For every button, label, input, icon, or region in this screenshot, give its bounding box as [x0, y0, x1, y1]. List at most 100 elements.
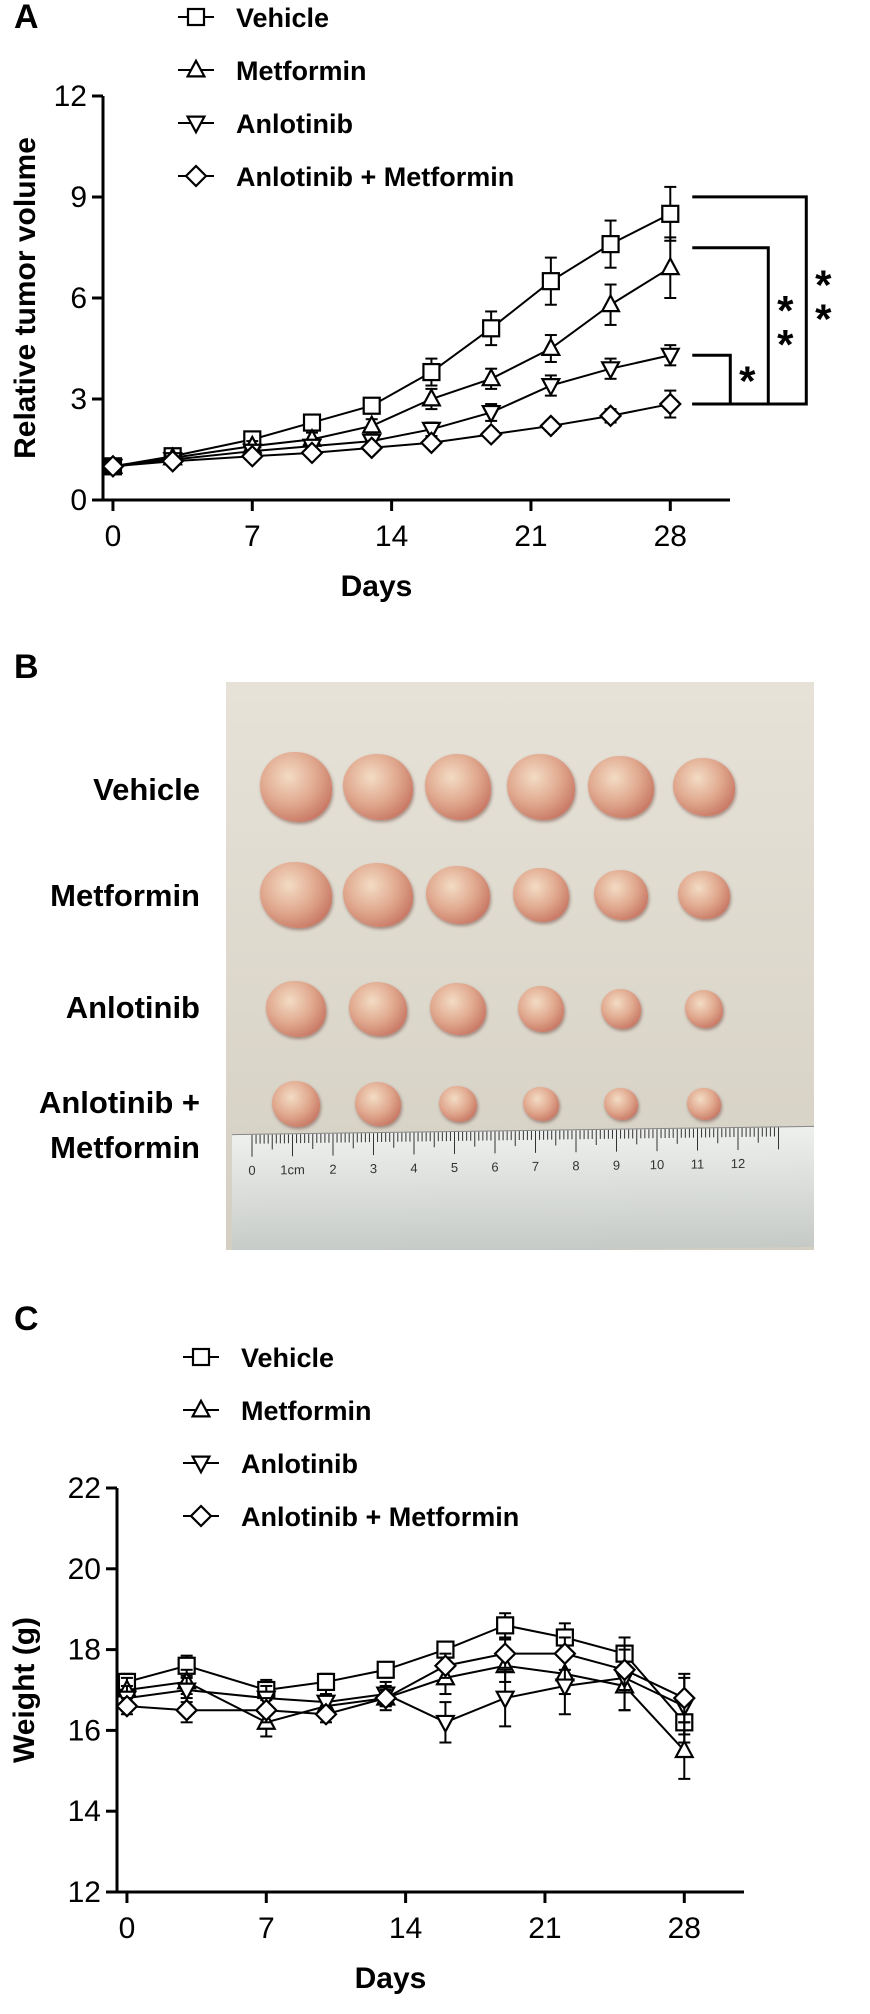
legend-label: Anlotinib — [236, 109, 353, 139]
ruler-label: 4 — [410, 1160, 417, 1175]
ruler-scale: 0 1cm 2 3 4 5 6 7 8 9 10 11 12 — [248, 1127, 779, 1178]
data-point — [360, 436, 384, 460]
legend-marker — [185, 115, 207, 135]
data-point — [480, 367, 502, 387]
ruler-label: 1cm — [280, 1162, 305, 1177]
data-point — [361, 414, 382, 434]
panel-c-letter: C — [14, 1300, 39, 1338]
significance-mark: * — [815, 295, 832, 342]
tumor-specimen — [523, 1087, 559, 1121]
ruler-label: 8 — [572, 1158, 579, 1173]
legend-label: Metformin — [236, 56, 367, 86]
photo-row-label-combo-line1: Anlotinib + — [38, 1085, 200, 1120]
series-line — [126, 1624, 686, 1723]
tumor-specimen — [518, 986, 564, 1032]
data-point — [161, 449, 185, 473]
x-tick-label: 21 — [514, 520, 547, 553]
ruler-label: 11 — [691, 1156, 704, 1171]
y-axis-label: Weight (g) — [8, 1617, 41, 1763]
tumor-specimen — [588, 756, 654, 818]
tumor-specimen — [673, 758, 735, 816]
legend-label: Metformin — [241, 1396, 372, 1426]
y-tick-label: 9 — [70, 181, 87, 214]
significance-mark: * — [777, 321, 794, 368]
photo-row-label-combo-line2: Metformin — [50, 1130, 200, 1165]
tumor-specimen — [678, 871, 730, 919]
ruler-label: 12 — [731, 1156, 745, 1171]
x-tick-label: 14 — [389, 1912, 422, 1945]
legend-label: Vehicle — [236, 3, 329, 33]
y-tick-label: 14 — [68, 1795, 101, 1828]
ruler: 0 1cm 2 3 4 5 6 7 8 9 10 11 12 — [232, 1125, 814, 1250]
legend-label: Anlotinib + Metformin — [241, 1502, 519, 1532]
y-tick-label: 12 — [54, 80, 87, 113]
y-tick-label: 18 — [68, 1634, 101, 1667]
data-point — [613, 1658, 637, 1682]
data-point — [540, 336, 562, 356]
data-point — [314, 1702, 338, 1726]
tumor-specimen — [343, 863, 413, 927]
data-point — [554, 1678, 576, 1698]
series-line — [126, 1652, 685, 1716]
x-tick-label: 7 — [258, 1912, 275, 1945]
data-point — [240, 444, 264, 468]
significance-mark: * — [815, 261, 832, 308]
body-weight-chart: 12 14 16 18 20 22 0 7 14 21 28 Days Weight (g) Vehicl… — [8, 1343, 744, 1995]
legend-label: Vehicle — [241, 1343, 334, 1373]
data-point — [419, 431, 443, 455]
x-tick-label: 14 — [375, 520, 408, 553]
significance-mark: * — [739, 358, 756, 405]
data-point — [362, 396, 381, 415]
data-point — [316, 1672, 336, 1692]
data-point — [435, 1714, 456, 1734]
y-tick-label: 3 — [70, 383, 87, 416]
series-line — [126, 1676, 685, 1724]
legend-marker — [184, 164, 208, 188]
series-line — [112, 266, 671, 468]
ruler-label: 3 — [370, 1161, 377, 1176]
data-point — [601, 235, 620, 254]
tumor-specimen — [426, 866, 490, 924]
tumor-specimen — [430, 983, 486, 1035]
tumor-specimen — [604, 1088, 638, 1120]
tumor-specimen — [349, 982, 407, 1036]
tumor-photo: 0 1cm 2 3 4 5 6 7 8 9 10 11 12 — [226, 682, 814, 1250]
tumor-specimen — [425, 754, 491, 820]
data-point — [494, 1690, 516, 1710]
significance-bracket — [692, 195, 808, 406]
series-2 — [116, 1644, 695, 1744]
data-point — [539, 414, 563, 438]
ruler-label: 9 — [613, 1158, 620, 1173]
legend-label: Anlotinib — [241, 1449, 358, 1479]
data-point — [599, 404, 623, 428]
significance-mark: * — [777, 287, 794, 334]
legend-marker — [186, 7, 206, 27]
ruler-label: 6 — [491, 1159, 498, 1174]
data-point — [661, 204, 680, 223]
data-point — [660, 347, 681, 367]
x-tick-label: 0 — [105, 520, 122, 553]
data-point — [493, 1642, 517, 1666]
ruler-label: 5 — [451, 1160, 458, 1175]
series-1 — [116, 1648, 695, 1780]
y-tick-label: 20 — [68, 1553, 101, 1586]
ruler-label: 7 — [532, 1159, 539, 1174]
ruler-label: 0 — [248, 1163, 255, 1178]
legend-marker — [185, 58, 207, 78]
tumor-specimen — [439, 1086, 477, 1122]
data-point — [421, 421, 442, 441]
series-line — [126, 1664, 686, 1752]
data-point — [376, 1660, 395, 1679]
data-point — [541, 272, 560, 291]
panel-b-letter: B — [14, 648, 39, 686]
ruler-label: 10 — [650, 1157, 664, 1172]
tumor-specimen — [687, 1088, 721, 1120]
series-0 — [103, 185, 680, 476]
photo-row-label-metformin: Metformin — [50, 878, 200, 913]
data-point — [600, 361, 621, 381]
x-tick-label: 7 — [244, 520, 261, 553]
panel-a-letter: A — [14, 0, 39, 36]
y-axis-label: Relative tumor volume — [9, 137, 42, 459]
tumor-specimen — [343, 754, 413, 820]
chart-a-group: 0 3 6 9 12 0 7 14 21 28 Days Relative tumor volume V… — [9, 3, 832, 603]
